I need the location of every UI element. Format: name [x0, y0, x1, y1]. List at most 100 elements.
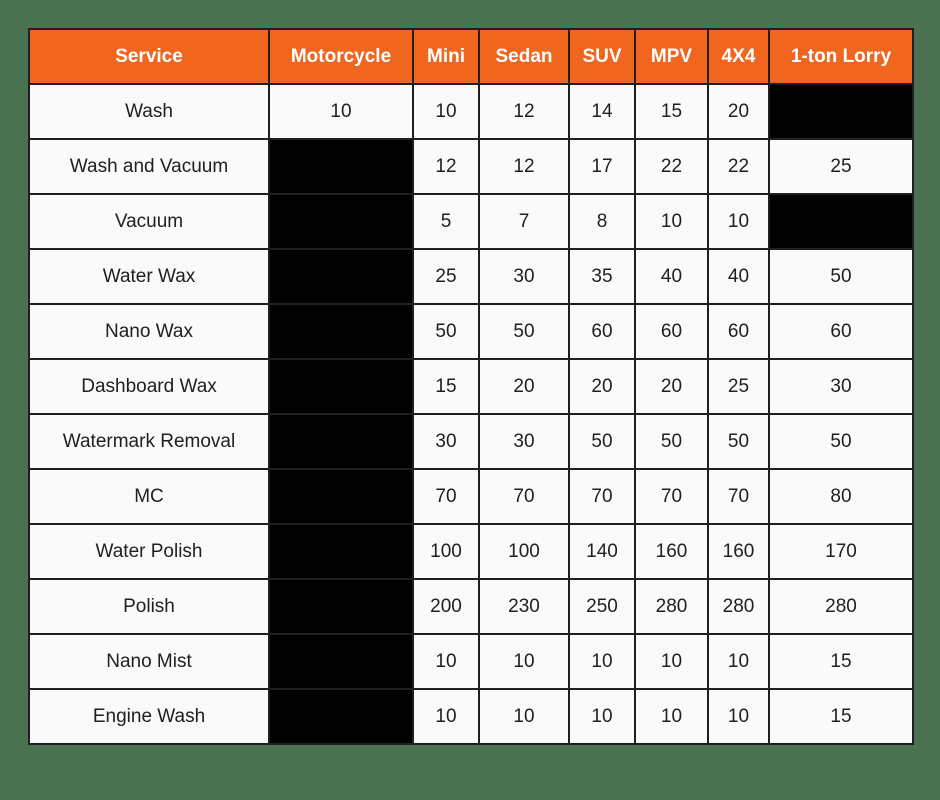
price-cell: 60 [568, 303, 636, 360]
price-cell: 10 [412, 688, 480, 745]
col-header-4x4: 4X4 [707, 28, 770, 85]
price-cell: 35 [568, 248, 636, 305]
price-cell: 250 [568, 578, 636, 635]
table-row: MC 70 70 70 70 70 80 [28, 468, 914, 525]
price-cell: 280 [707, 578, 770, 635]
table-row: Water Wax 25 30 35 40 40 50 [28, 248, 914, 305]
service-cell: MC [28, 468, 270, 525]
price-cell: 160 [634, 523, 709, 580]
price-cell: 10 [478, 688, 570, 745]
price-cell: 7 [478, 193, 570, 250]
blackout-cell [268, 303, 414, 360]
blackout-cell [268, 688, 414, 745]
table-row: Nano Wax 50 50 60 60 60 60 [28, 303, 914, 360]
price-cell: 40 [634, 248, 709, 305]
price-cell: 10 [412, 83, 480, 140]
blackout-cell [268, 523, 414, 580]
price-cell: 30 [412, 413, 480, 470]
price-cell: 17 [568, 138, 636, 195]
price-cell: 10 [412, 633, 480, 690]
service-cell: Vacuum [28, 193, 270, 250]
price-cell: 60 [707, 303, 770, 360]
header-row: Service Motorcycle Mini Sedan SUV MPV 4X… [28, 28, 914, 85]
blackout-cell [768, 193, 914, 250]
price-cell: 70 [568, 468, 636, 525]
price-cell: 100 [478, 523, 570, 580]
price-cell: 25 [768, 138, 914, 195]
blackout-cell [268, 138, 414, 195]
price-cell: 15 [768, 633, 914, 690]
price-cell: 50 [478, 303, 570, 360]
price-cell: 280 [768, 578, 914, 635]
price-cell: 50 [768, 248, 914, 305]
price-cell: 160 [707, 523, 770, 580]
price-cell: 70 [412, 468, 480, 525]
price-cell: 70 [634, 468, 709, 525]
col-header-service: Service [28, 28, 270, 85]
price-cell: 230 [478, 578, 570, 635]
blackout-cell [268, 633, 414, 690]
service-cell: Water Wax [28, 248, 270, 305]
price-cell: 15 [634, 83, 709, 140]
price-cell: 30 [478, 248, 570, 305]
price-cell: 60 [768, 303, 914, 360]
price-cell: 30 [478, 413, 570, 470]
blackout-cell [768, 83, 914, 140]
table-row: Watermark Removal 30 30 50 50 50 50 [28, 413, 914, 470]
price-cell: 14 [568, 83, 636, 140]
service-cell: Engine Wash [28, 688, 270, 745]
price-cell: 12 [478, 83, 570, 140]
price-cell: 80 [768, 468, 914, 525]
price-cell: 50 [707, 413, 770, 470]
service-cell: Nano Mist [28, 633, 270, 690]
price-cell: 15 [412, 358, 480, 415]
price-cell: 20 [634, 358, 709, 415]
price-cell: 30 [768, 358, 914, 415]
table-row: Vacuum 5 7 8 10 10 [28, 193, 914, 250]
col-header-motorcycle: Motorcycle [268, 28, 414, 85]
price-cell: 50 [768, 413, 914, 470]
price-cell: 100 [412, 523, 480, 580]
price-cell: 10 [478, 633, 570, 690]
price-table: Service Motorcycle Mini Sedan SUV MPV 4X… [28, 28, 914, 745]
price-cell: 20 [707, 83, 770, 140]
service-cell: Dashboard Wax [28, 358, 270, 415]
price-cell: 140 [568, 523, 636, 580]
price-cell: 12 [412, 138, 480, 195]
price-cell: 10 [634, 688, 709, 745]
blackout-cell [268, 468, 414, 525]
blackout-cell [268, 358, 414, 415]
blackout-cell [268, 193, 414, 250]
price-cell: 10 [634, 193, 709, 250]
price-cell: 170 [768, 523, 914, 580]
service-cell: Wash [28, 83, 270, 140]
table-row: Polish 200 230 250 280 280 280 [28, 578, 914, 635]
price-cell: 70 [707, 468, 770, 525]
col-header-mini: Mini [412, 28, 480, 85]
table-row: Engine Wash 10 10 10 10 10 15 [28, 688, 914, 745]
table-row: Dashboard Wax 15 20 20 20 25 30 [28, 358, 914, 415]
table-row: Nano Mist 10 10 10 10 10 15 [28, 633, 914, 690]
service-cell: Wash and Vacuum [28, 138, 270, 195]
price-cell: 280 [634, 578, 709, 635]
price-cell: 15 [768, 688, 914, 745]
service-cell: Polish [28, 578, 270, 635]
col-header-mpv: MPV [634, 28, 709, 85]
col-header-sedan: Sedan [478, 28, 570, 85]
table-row: Water Polish 100 100 140 160 160 170 [28, 523, 914, 580]
price-cell: 50 [412, 303, 480, 360]
price-cell: 60 [634, 303, 709, 360]
col-header-lorry: 1-ton Lorry [768, 28, 914, 85]
blackout-cell [268, 578, 414, 635]
price-cell: 70 [478, 468, 570, 525]
price-cell: 10 [707, 688, 770, 745]
price-cell: 10 [568, 688, 636, 745]
service-cell: Water Polish [28, 523, 270, 580]
price-cell: 10 [568, 633, 636, 690]
price-cell: 20 [478, 358, 570, 415]
price-cell: 10 [707, 193, 770, 250]
col-header-suv: SUV [568, 28, 636, 85]
price-cell: 25 [412, 248, 480, 305]
blackout-cell [268, 413, 414, 470]
